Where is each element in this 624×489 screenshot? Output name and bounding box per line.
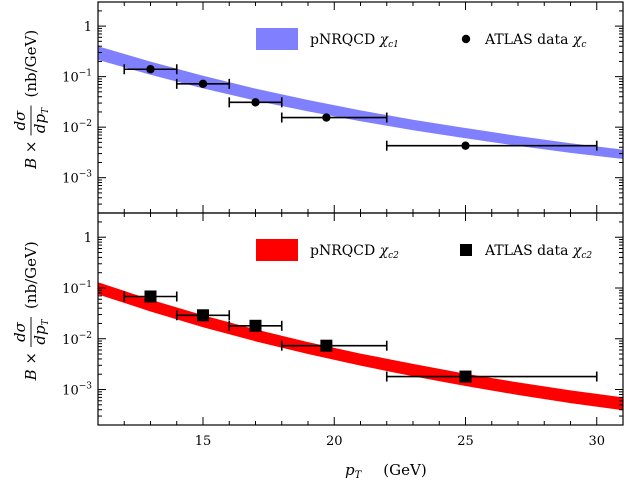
- data-point: [461, 141, 470, 150]
- y-tick-label: 1: [84, 231, 92, 246]
- legend-marker: [461, 34, 471, 44]
- y-axis-denominator: dpT: [31, 107, 51, 133]
- data-point: [144, 290, 157, 303]
- y-tick-label: 1: [84, 20, 92, 35]
- x-tick-label: 20: [326, 434, 343, 449]
- data-point: [197, 309, 209, 322]
- legend-marker: [460, 244, 472, 256]
- x-axis-title: pT (GeV): [345, 461, 427, 481]
- theory-band: [98, 46, 623, 159]
- y-tick-label: 10−3: [62, 170, 92, 187]
- legend-label-band: pNRQCD χc2: [310, 243, 399, 261]
- data-point: [320, 339, 333, 352]
- y-axis-unit: (nb/GeV): [22, 241, 40, 309]
- legend-label-band: pNRQCD χc1: [310, 32, 399, 50]
- y-axis-prefix: B ×: [22, 141, 40, 170]
- legend-band-swatch: [256, 28, 298, 50]
- y-tick-label: 10−2: [62, 119, 92, 136]
- y-axis-title: B × dσ dpT (nb/GeV): [11, 30, 51, 170]
- x-tick-label: 25: [457, 434, 474, 449]
- legend-band-swatch: [256, 239, 298, 261]
- y-axis-numerator: dσ: [11, 321, 29, 342]
- y-axis-prefix: B ×: [22, 352, 40, 381]
- x-tick-label: 15: [195, 434, 212, 449]
- y-axis-unit: (nb/GeV): [22, 30, 40, 98]
- data-point: [251, 98, 260, 107]
- legend-label-data: ATLAS data χc2: [484, 243, 592, 261]
- y-axis-numerator: dσ: [11, 110, 29, 131]
- legend-label-data: ATLAS data χc: [484, 32, 586, 50]
- x-tick-label: 30: [588, 434, 605, 449]
- data-point: [459, 370, 472, 383]
- legend: pNRQCD χc2 ATLAS data χc2: [256, 239, 592, 261]
- y-tick-label: 10−2: [62, 331, 92, 348]
- y-tick-label: 10−3: [62, 382, 92, 399]
- y-tick-label: 10−1: [62, 280, 92, 297]
- data-point: [146, 65, 155, 74]
- legend: pNRQCD χc1 ATLAS data χc: [256, 28, 586, 50]
- data-point: [249, 319, 262, 332]
- y-axis-denominator: dpT: [31, 318, 51, 344]
- y-tick-label: 10−1: [62, 69, 92, 86]
- y-axis-title: B × dσ dpT (nb/GeV): [11, 241, 51, 381]
- panel-top: 10−3 10−2 10−1 1 B × dσ dpT (nb/GeV) pNRQCD χc1 A…: [11, 1, 624, 214]
- data-point: [198, 79, 208, 89]
- data-point: [322, 113, 331, 122]
- panel-bottom: 10−3 10−2 10−1 1 15 20 25 30 B × dσ dpT (nb/GeV) pNR…: [11, 212, 624, 481]
- theory-band: [98, 282, 623, 411]
